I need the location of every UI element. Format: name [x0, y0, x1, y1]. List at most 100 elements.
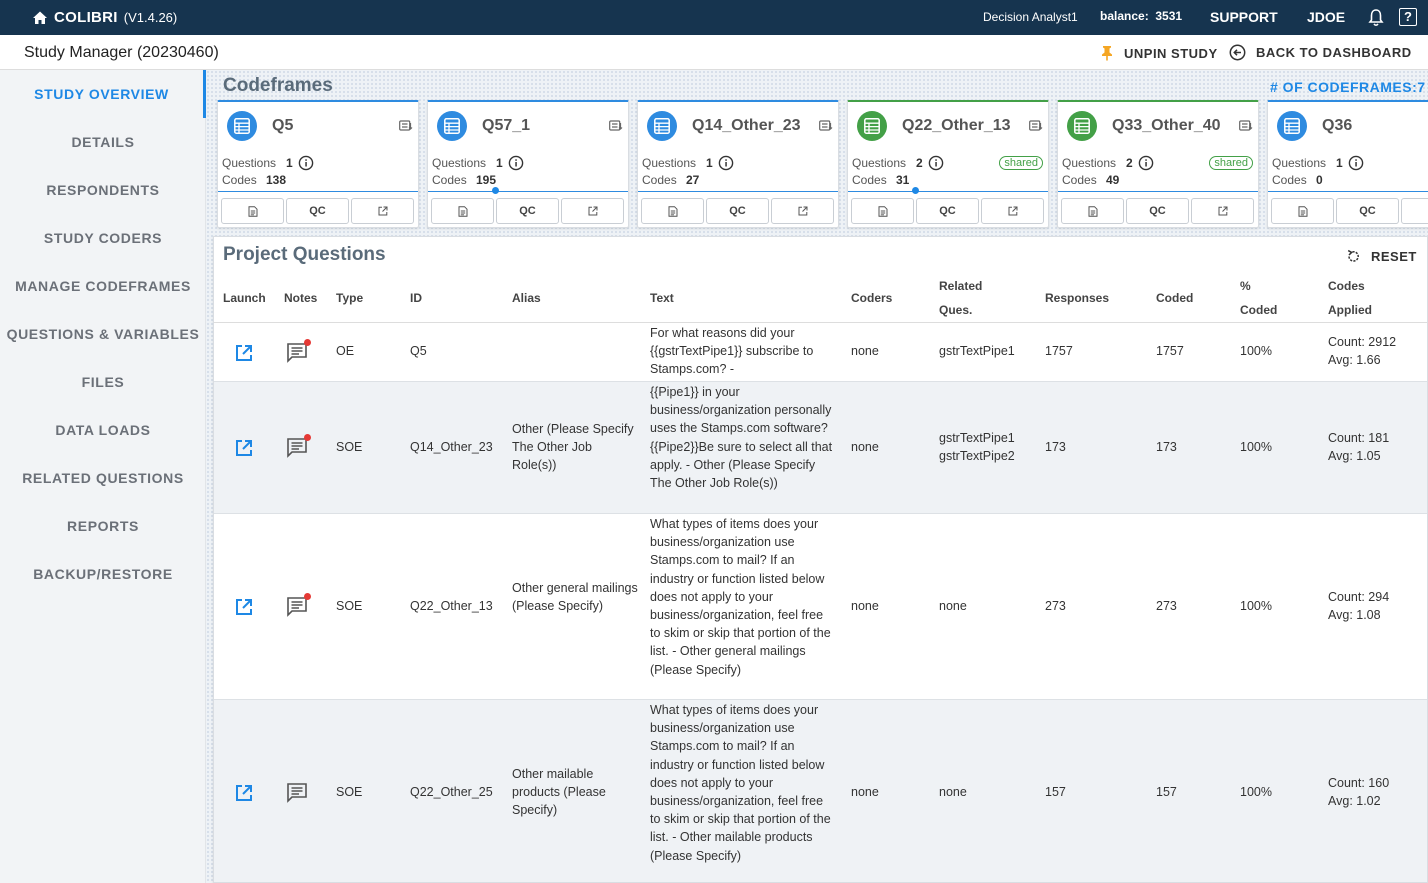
col-text[interactable]: Text [650, 291, 674, 305]
notes-icon[interactable] [286, 338, 311, 364]
col-pct-1[interactable]: % [1240, 279, 1251, 293]
codeframe-settings-icon[interactable] [1239, 119, 1253, 133]
brand[interactable]: COLIBRI (V1.4.26) [32, 0, 177, 35]
sidebar-item-data-loads[interactable]: DATA LOADS [55, 422, 151, 438]
info-icon[interactable] [298, 155, 314, 171]
unpin-study-button[interactable]: UNPIN STUDY [1100, 45, 1218, 61]
codeframe-name[interactable]: Q36 [1322, 117, 1353, 134]
qc-button[interactable]: QC [706, 198, 769, 224]
codeframe-card[interactable]: Q57_1 Questions 1 Codes 195 QC [427, 100, 629, 228]
codeframe-name[interactable]: Q14_Other_23 [692, 117, 801, 134]
open-codeframe-button[interactable] [561, 198, 624, 224]
codeframe-name[interactable]: Q22_Other_13 [902, 117, 1011, 134]
codeframe-settings-icon[interactable] [1029, 119, 1043, 133]
codeframe-card[interactable]: Q22_Other_13 Questions 2 Codes 31 shared QC [847, 100, 1049, 228]
sidebar-item-reports[interactable]: REPORTS [67, 518, 139, 534]
shared-badge: shared [999, 156, 1043, 170]
view-codes-button[interactable] [221, 198, 284, 224]
info-icon[interactable] [928, 155, 944, 171]
qc-button[interactable]: QC [496, 198, 559, 224]
notes-icon[interactable] [286, 434, 311, 459]
col-applied-1[interactable]: Codes [1328, 279, 1365, 293]
open-codeframe-button[interactable] [1191, 198, 1254, 224]
sidebar-item-study-coders[interactable]: STUDY CODERS [43, 230, 163, 246]
qc-button[interactable]: QC [1336, 198, 1399, 224]
qc-button[interactable]: QC [916, 198, 979, 224]
codeframe-name[interactable]: Q33_Other_40 [1112, 117, 1221, 134]
view-codes-button[interactable] [431, 198, 494, 224]
table-row[interactable]: SOE Q14_Other_23 Other (Please Specify The… [214, 382, 1427, 514]
col-coded[interactable]: Coded [1156, 291, 1194, 305]
col-launch[interactable]: Launch [223, 291, 266, 305]
back-to-dashboard-button[interactable]: BACK TO DASHBOARD [1229, 44, 1412, 61]
launch-icon[interactable] [234, 438, 254, 458]
col-responses[interactable]: Responses [1045, 291, 1110, 305]
sidebar-item-related-questions[interactable]: RELATED QUESTIONS [22, 470, 184, 486]
support-link[interactable]: SUPPORT [1210, 9, 1278, 25]
col-notes[interactable]: Notes [284, 291, 318, 305]
col-id[interactable]: ID [410, 291, 422, 305]
sidebar-item-questions-variables[interactable]: QUESTIONS & VARIABLES [6, 326, 200, 342]
sidebar-item-study-overview[interactable]: STUDY OVERVIEW [0, 70, 206, 118]
sidebar-item-details[interactable]: DETAILS [71, 134, 135, 150]
view-codes-button[interactable] [1061, 198, 1124, 224]
question-id: Q5 [410, 344, 427, 358]
codeframe-settings-icon[interactable] [819, 119, 833, 133]
codeframe-name[interactable]: Q5 [272, 117, 294, 134]
pin-icon [1102, 46, 1112, 61]
codeframe-card[interactable]: Q14_Other_23 Questions 1 Codes 27 QC [637, 100, 839, 228]
col-alias[interactable]: Alias [512, 291, 541, 305]
reset-button[interactable]: RESET [1346, 249, 1417, 264]
open-codeframe-button[interactable] [771, 198, 834, 224]
card-actions: QC [851, 198, 1044, 224]
info-icon[interactable] [1348, 155, 1364, 171]
user-role: Decision Analyst1 [983, 10, 1078, 24]
sidebar-item-files[interactable]: FILES [81, 374, 125, 390]
questions-label: Questions [432, 156, 487, 170]
col-pct-2[interactable]: Coded [1240, 303, 1278, 317]
bell-icon[interactable] [1368, 9, 1384, 27]
launch-icon[interactable] [234, 597, 254, 617]
codeframe-card[interactable]: Q5 Questions 1 Codes 138 QC [217, 100, 419, 228]
codeframe-card[interactable]: Q36 Questions 1 Codes 0 QC [1267, 100, 1428, 228]
info-icon[interactable] [1138, 155, 1154, 171]
table-row[interactable]: SOE Q22_Other_13 Other general mailings (P… [214, 514, 1427, 700]
codes-count: 0 [1316, 173, 1323, 187]
launch-icon[interactable] [234, 783, 254, 803]
col-type[interactable]: Type [336, 291, 364, 305]
view-codes-button[interactable] [851, 198, 914, 224]
qc-button[interactable]: QC [1126, 198, 1189, 224]
back-icon [1229, 44, 1246, 61]
info-icon[interactable] [718, 155, 734, 171]
codeframe-settings-icon[interactable] [609, 119, 623, 133]
user-menu[interactable]: JDOE [1307, 9, 1346, 25]
codes-count: 27 [686, 173, 700, 187]
open-codeframe-button[interactable] [1401, 198, 1428, 224]
col-related-1[interactable]: Related [939, 279, 983, 293]
view-codes-button[interactable] [641, 198, 704, 224]
help-icon[interactable]: ? [1399, 8, 1417, 26]
related-questions: none [939, 785, 967, 799]
notes-icon[interactable] [286, 593, 311, 618]
qc-button[interactable]: QC [286, 198, 349, 224]
codeframe-settings-icon[interactable] [399, 119, 413, 133]
open-codeframe-button[interactable] [981, 198, 1044, 224]
sidebar-item-backup-restore[interactable]: BACKUP/RESTORE [33, 566, 173, 582]
col-coders[interactable]: Coders [851, 291, 893, 305]
table-row[interactable]: OE Q5 For what reasons did your {{gstrText… [214, 323, 1427, 382]
info-icon[interactable] [508, 155, 524, 171]
codeframe-card[interactable]: Q33_Other_40 Questions 2 Codes 49 shared QC [1057, 100, 1259, 228]
col-related-2[interactable]: Ques. [939, 303, 973, 317]
percent-coded: 100% [1240, 440, 1272, 454]
launch-icon[interactable] [234, 343, 254, 363]
table-row[interactable]: SOE Q22_Other_25 Other mailable products (… [214, 700, 1427, 882]
document-icon [878, 205, 887, 217]
col-applied-2[interactable]: Applied [1328, 303, 1372, 317]
sidebar-item-respondents[interactable]: RESPONDENTS [46, 182, 160, 198]
notes-icon[interactable] [286, 782, 308, 804]
sidebar-item-manage-codeframes[interactable]: MANAGE CODEFRAMES [15, 278, 191, 294]
app-name: COLIBRI [54, 9, 118, 26]
codeframe-name[interactable]: Q57_1 [482, 117, 531, 134]
open-codeframe-button[interactable] [351, 198, 414, 224]
view-codes-button[interactable] [1271, 198, 1334, 224]
